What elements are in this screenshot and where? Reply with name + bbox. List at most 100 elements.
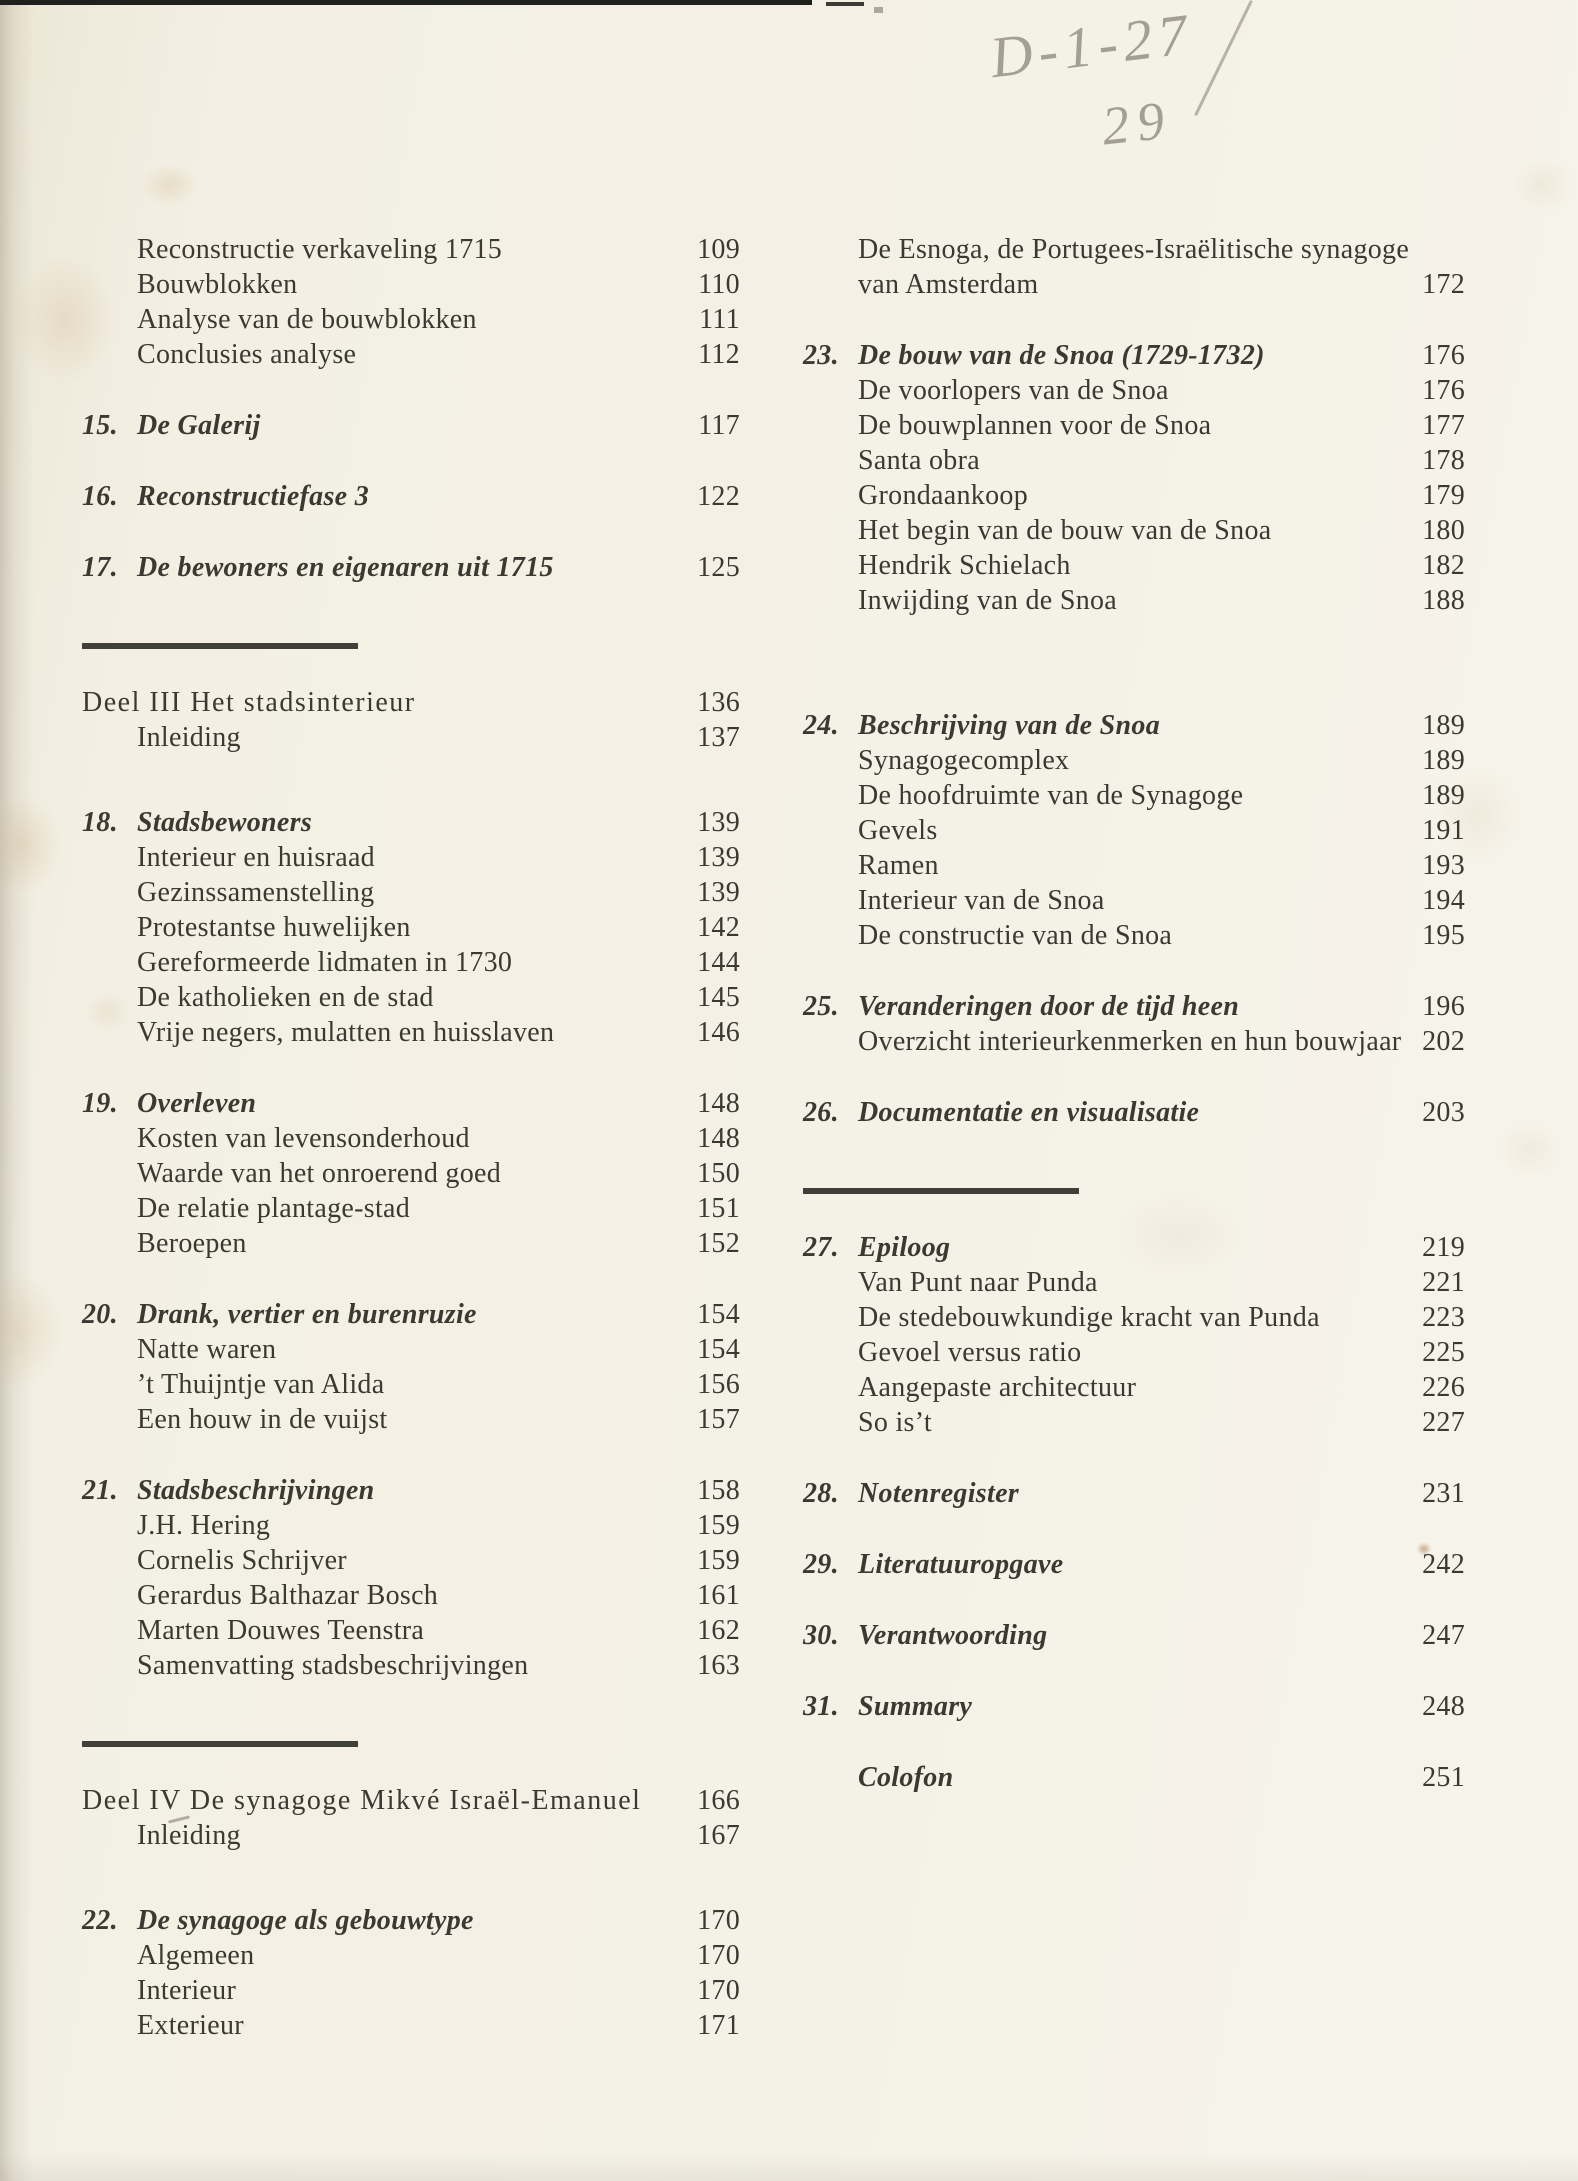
toc-chapter-row: 26. Documentatie en visualisatie 203 <box>803 1095 1465 1130</box>
chapter-number <box>82 1156 137 1191</box>
chapter-number <box>803 1300 858 1335</box>
chapter-number <box>803 373 858 408</box>
chapter-number <box>82 1648 137 1683</box>
entry-label: Gevels <box>858 815 938 846</box>
page-number: 162 <box>697 1615 740 1646</box>
entry-label: De bouwplannen voor de Snoa <box>858 410 1212 441</box>
toc-sub-row: Gevoel versus ratio 225 <box>803 1335 1465 1370</box>
page-number: 226 <box>1422 1372 1465 1403</box>
entry-label: Aangepaste architectuur <box>858 1372 1137 1403</box>
toc-sub-row: So is’t 227 <box>803 1405 1465 1440</box>
toc-block: 27. Epiloog 219 Van Punt naar Punda 221 De st… <box>803 1230 1465 1440</box>
chapter-number <box>82 1015 137 1050</box>
entry-label: ’t Thuijntje van Alida <box>137 1369 385 1400</box>
toc-chapter-row: 30. Verantwoording 247 <box>803 1618 1465 1653</box>
entry-label: Interieur en huisraad <box>137 842 375 873</box>
page-number: 154 <box>697 1334 740 1365</box>
entry-label: Synagogecomplex <box>858 745 1070 776</box>
page-number: 148 <box>697 1123 740 1154</box>
chapter-number <box>803 1335 858 1370</box>
toc-sub-row: Conclusies analyse 112 <box>82 337 740 372</box>
toc-block: Colofon 251 <box>803 1760 1465 1795</box>
page-number: 189 <box>1422 745 1465 776</box>
toc-sub-row: Marten Douwes Teenstra 162 <box>82 1613 740 1648</box>
page-number: 195 <box>1422 920 1465 951</box>
chapter-number <box>803 778 858 813</box>
entry-label: Exterieur <box>137 2010 244 2041</box>
entry-label: Ramen <box>858 850 939 881</box>
chapter-number <box>803 583 858 618</box>
toc-block: 28. Notenregister 231 <box>803 1476 1465 1511</box>
chapter-number: 20. <box>82 1299 118 1330</box>
page-number: 166 <box>697 1785 740 1816</box>
chapter-number <box>803 443 858 478</box>
entry-label: Hendrik Schielach <box>858 550 1071 581</box>
entry-label: Reconstructiefase 3 <box>137 481 370 512</box>
toc-sub-row: J.H. Hering 159 <box>82 1508 740 1543</box>
page-number: 161 <box>697 1580 740 1611</box>
toc-block: 24. Beschrijving van de Snoa 189 Synagogeco… <box>803 708 1465 953</box>
entry-label: Summary <box>858 1691 973 1722</box>
toc-block: 15. De Galerij 117 <box>82 408 740 443</box>
page-number: 125 <box>697 552 740 583</box>
toc-block: 22. De synagoge als gebouwtype 170 Algemeen… <box>82 1903 740 2043</box>
page-number: 112 <box>698 339 740 370</box>
page-number: 110 <box>698 269 740 300</box>
entry-label: Overleven <box>137 1088 257 1119</box>
chapter-number <box>82 720 137 755</box>
entry-label: Gerardus Balthazar Bosch <box>137 1580 439 1611</box>
toc-block: 30. Verantwoording 247 <box>803 1618 1465 1653</box>
chapter-number <box>803 848 858 883</box>
chapter-number: 24. <box>803 710 839 741</box>
toc-sub-row: Een houw in de vuijst 157 <box>82 1402 740 1437</box>
entry-label: Interieur <box>137 1975 237 2006</box>
entry-label: De Esnoga, de Portugees-Israëlitische sy… <box>858 234 1410 265</box>
chapter-number <box>803 478 858 513</box>
chapter-number: 17. <box>82 552 118 583</box>
toc-sub-row: Interieur van de Snoa 194 <box>803 883 1465 918</box>
entry-label: Gezinssamenstelling <box>137 877 375 908</box>
page-number: 247 <box>1422 1620 1465 1651</box>
entry-label: Overzicht interieurkenmerken en hun bouw… <box>858 1026 1402 1057</box>
page-number: 191 <box>1422 815 1465 846</box>
chapter-number: 16. <box>82 481 118 512</box>
chapter-number <box>82 1938 137 1973</box>
chapter-number <box>82 1367 137 1402</box>
toc-block: 16. Reconstructiefase 3 122 <box>82 479 740 514</box>
toc-sub-row: van Amsterdam 172 <box>803 267 1465 302</box>
chapter-number <box>803 883 858 918</box>
page-number: 231 <box>1422 1478 1465 1509</box>
entry-label: Deel IV De synagoge Mikvé Israël-Emanuel <box>82 1785 642 1816</box>
toc-part-row: Deel III Het stadsinterieur 136 <box>82 685 740 720</box>
page-number: 180 <box>1422 515 1465 546</box>
toc-sub-row: Reconstructie verkaveling 1715 109 <box>82 232 740 267</box>
chapter-number: 21. <box>82 1475 118 1506</box>
entry-label: So is’t <box>858 1407 932 1438</box>
toc-sub-row: De Esnoga, de Portugees-Israëlitische sy… <box>803 232 1465 267</box>
chapter-number <box>82 302 137 337</box>
entry-label: Inwijding van de Snoa <box>858 585 1118 616</box>
chapter-number: 25. <box>803 991 839 1022</box>
entry-label: Een houw in de vuijst <box>137 1404 388 1435</box>
page-number: 159 <box>697 1510 740 1541</box>
entry-label: Samenvatting stadsbeschrijvingen <box>137 1650 529 1681</box>
entry-label: De bouw van de Snoa (1729-1732) <box>858 340 1265 371</box>
page-number: 151 <box>697 1193 740 1224</box>
page-number: 109 <box>697 234 740 265</box>
page-number: 136 <box>697 687 740 718</box>
page-number: 139 <box>697 807 740 838</box>
toc-sub-row: Aangepaste architectuur 226 <box>803 1370 1465 1405</box>
chapter-number <box>803 408 858 443</box>
toc-part-row: Deel IV De synagoge Mikvé Israël-Emanuel… <box>82 1783 740 1818</box>
chapter-number <box>82 840 137 875</box>
toc-sub-row: Hendrik Schielach 182 <box>803 548 1465 583</box>
page-number <box>1385 232 1465 267</box>
page-number: 163 <box>697 1650 740 1681</box>
entry-label: Epiloog <box>858 1232 951 1263</box>
toc-block: 19. Overleven 148 Kosten van levensonderhou… <box>82 1086 740 1261</box>
entry-label: Vrije negers, mulatten en huisslaven <box>137 1017 555 1048</box>
toc-chapter-row: 27. Epiloog 219 <box>803 1230 1465 1265</box>
page-number: 172 <box>1422 269 1465 300</box>
scan-edge-dash <box>826 2 864 6</box>
toc-block: Reconstructie verkaveling 1715 109 Bouwblo… <box>82 232 740 372</box>
